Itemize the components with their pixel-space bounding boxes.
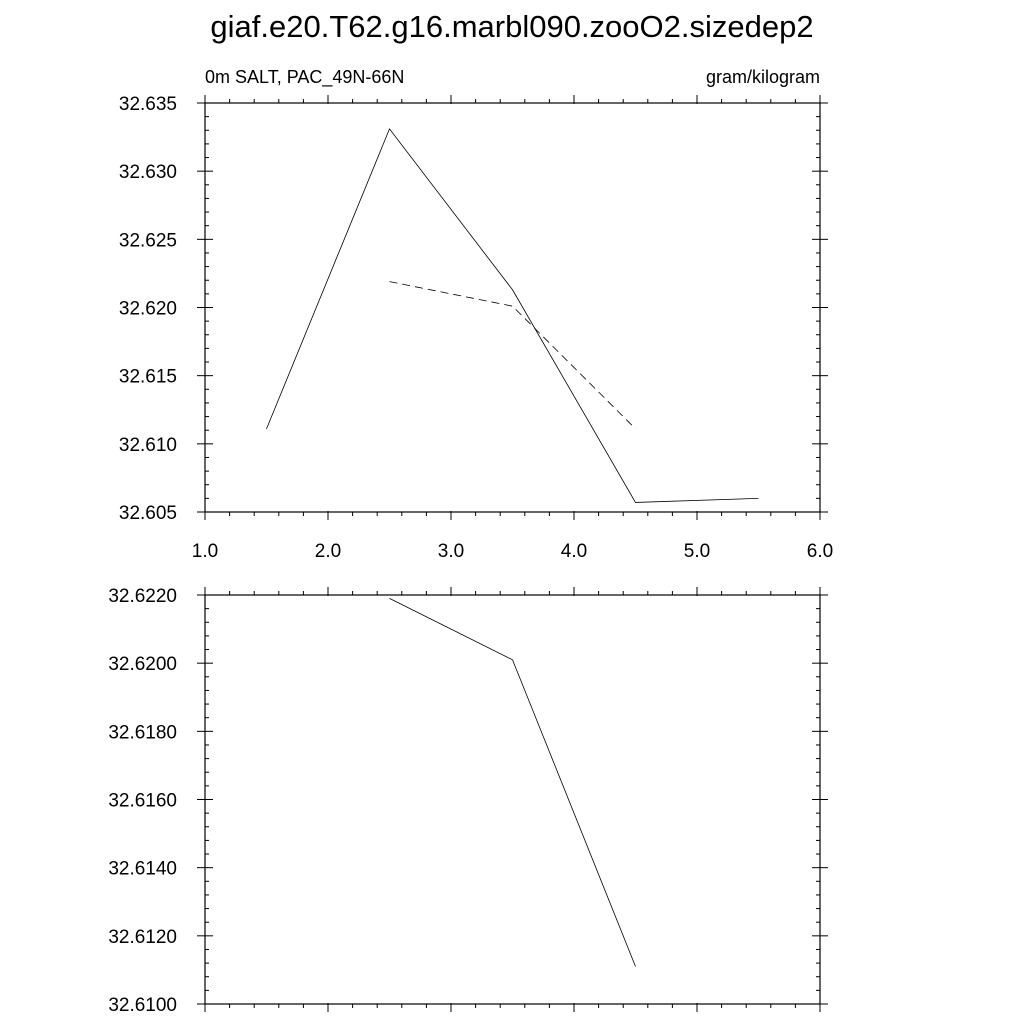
- top-panel-left-label: 0m SALT, PAC_49N-66N: [205, 67, 404, 88]
- y-tick-label: 32.620: [119, 299, 177, 320]
- y-tick-label: 32.6220: [108, 586, 177, 607]
- y-tick-label: 32.6160: [108, 791, 177, 812]
- y-tick-label: 32.630: [119, 162, 177, 183]
- y-tick-label: 32.6180: [108, 722, 177, 743]
- x-tick-label: 2.0: [315, 541, 341, 562]
- y-tick-label: 32.610: [119, 435, 177, 456]
- series-line-dashed: [389, 281, 636, 430]
- series-line-solid: [266, 128, 759, 503]
- y-tick-label: 32.625: [119, 230, 177, 251]
- x-tick-label: 4.0: [561, 541, 587, 562]
- series-line-solid: [389, 598, 636, 967]
- top-panel: 0m SALT, PAC_49N-66N gram/kilogram 1.0 2.…: [119, 67, 833, 562]
- y-tick-label: 32.6200: [108, 654, 177, 675]
- plot-frame: [204, 594, 821, 1005]
- y-tick-label: 32.605: [119, 503, 177, 524]
- y-tick-label: 32.615: [119, 367, 177, 388]
- y-tick-label: 32.635: [119, 94, 177, 115]
- x-tick-label: 3.0: [438, 541, 464, 562]
- bottom-panel: 32.6100 32.6120 32.6140 32.6160 32.6180 32.62…: [108, 586, 828, 1016]
- chart-title: giaf.e20.T62.g16.marbl090.zooO2.sizedep2: [210, 9, 813, 44]
- top-panel-right-label: gram/kilogram: [706, 67, 820, 87]
- y-tick-label: 32.6100: [108, 995, 177, 1016]
- y-tick-label: 32.6140: [108, 859, 177, 880]
- plot-frame: [204, 102, 821, 513]
- x-tick-label: 5.0: [684, 541, 710, 562]
- x-tick-label: 6.0: [807, 541, 833, 562]
- y-tick-label: 32.6120: [108, 927, 177, 948]
- x-tick-label: 1.0: [192, 541, 218, 562]
